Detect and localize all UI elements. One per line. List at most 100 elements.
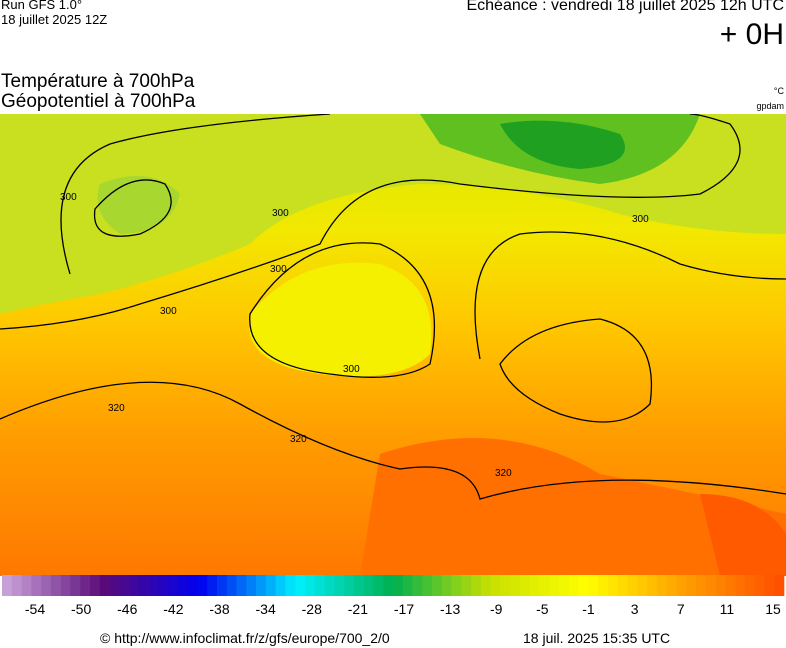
contour-label: 300: [272, 208, 289, 219]
contour: [474, 231, 786, 360]
contour-label: 320: [108, 403, 125, 414]
color-swatch: [735, 575, 746, 596]
field: [500, 120, 625, 169]
color-swatch: [754, 575, 765, 596]
color-swatch: [99, 575, 110, 596]
contour: [93, 179, 172, 237]
color-swatch: [60, 575, 71, 596]
color-swatch: [314, 575, 325, 596]
color-swatch: [31, 575, 42, 596]
field: [700, 494, 786, 576]
contour: [0, 381, 786, 500]
color-swatch: [656, 575, 667, 596]
color-swatch: [80, 575, 91, 596]
color-swatch: [422, 575, 433, 596]
color-swatch: [217, 575, 228, 596]
color-swatch: [187, 575, 198, 596]
color-swatch: [129, 575, 140, 596]
color-swatch: [402, 575, 413, 596]
color-swatch: [285, 575, 296, 596]
color-swatch: [451, 575, 462, 596]
color-swatch: [168, 575, 179, 596]
colorbar-label: -38: [209, 601, 229, 617]
color-swatch: [598, 575, 609, 596]
map: 300 300 300 300 300 300 320 320 320: [0, 114, 786, 576]
color-swatch: [441, 575, 452, 596]
contour: [499, 318, 653, 423]
title-temp: Température à 700hPa: [1, 71, 195, 92]
contour-label: 300: [270, 264, 287, 275]
color-swatch: [373, 575, 384, 596]
color-swatch: [539, 575, 550, 596]
color-swatch: [568, 575, 580, 596]
contour-labels: 300 300 300 300 300 300 320 320 320: [60, 192, 649, 479]
color-swatch: [246, 575, 257, 596]
color-swatch: [471, 575, 482, 596]
color-swatch: [696, 575, 707, 596]
color-swatch: [305, 575, 316, 596]
colorbar-label: 15: [765, 601, 781, 617]
colorbar-label: -13: [440, 601, 460, 617]
color-swatch: [520, 575, 531, 596]
colorbar-label: -21: [348, 601, 368, 617]
color-swatch: [275, 575, 286, 596]
contours: [0, 114, 786, 500]
field: [360, 438, 786, 576]
color-swatch: [725, 575, 736, 596]
color-swatch: [50, 575, 61, 596]
color-swatch: [138, 575, 149, 596]
color-swatch: [393, 575, 404, 596]
contour-label: 300: [160, 306, 177, 317]
color-swatch: [490, 575, 501, 596]
color-swatch: [578, 575, 589, 596]
color-swatch: [2, 575, 13, 596]
colorbar-label: -50: [71, 601, 91, 617]
color-swatch: [686, 575, 697, 596]
color-swatch: [334, 575, 345, 596]
color-swatch: [510, 575, 521, 596]
colorbar-label: -9: [490, 601, 503, 617]
run-label: Run GFS 1.0°: [1, 0, 83, 12]
color-swatch: [705, 575, 716, 596]
title-geo: Géopotentiel à 700hPa: [1, 91, 196, 112]
colorbar-label: -5: [536, 601, 549, 617]
colorbar-label: -1: [582, 601, 595, 617]
color-swatch: [197, 575, 208, 596]
color-swatch: [324, 575, 335, 596]
color-swatch: [11, 575, 22, 596]
timestamp: 18 juil. 2025 15:35 UTC: [523, 630, 671, 646]
color-swatch: [363, 575, 374, 596]
color-swatch: [41, 575, 52, 596]
color-swatch: [207, 575, 218, 596]
color-swatch: [295, 575, 306, 596]
color-swatch: [432, 575, 443, 596]
contour-label: 300: [60, 192, 77, 203]
contour: [0, 114, 741, 330]
color-swatch: [588, 575, 599, 596]
color-swatch: [344, 575, 355, 596]
colorbar-label: 3: [631, 601, 639, 617]
run-date: 18 juillet 2025 12Z: [1, 12, 108, 27]
color-swatch: [480, 575, 492, 596]
color-swatch: [744, 575, 755, 596]
color-swatch: [265, 575, 276, 596]
color-swatch: [764, 575, 775, 596]
color-swatch: [774, 575, 785, 596]
color-swatch: [559, 575, 570, 596]
color-swatch: [256, 575, 267, 596]
color-swatch: [549, 575, 560, 596]
color-swatch: [637, 575, 648, 596]
color-swatch: [461, 575, 472, 596]
color-swatch: [647, 575, 658, 596]
contour-label: 300: [632, 214, 649, 225]
color-swatch: [676, 575, 687, 596]
color-swatch: [353, 575, 364, 596]
contour-label: 300: [343, 364, 360, 375]
color-swatch: [119, 575, 130, 596]
color-swatch: [70, 575, 81, 596]
color-swatch: [666, 575, 677, 596]
colorbar-label: -28: [302, 601, 322, 617]
color-swatch: [109, 575, 120, 596]
colorbar-label: -34: [256, 601, 276, 617]
